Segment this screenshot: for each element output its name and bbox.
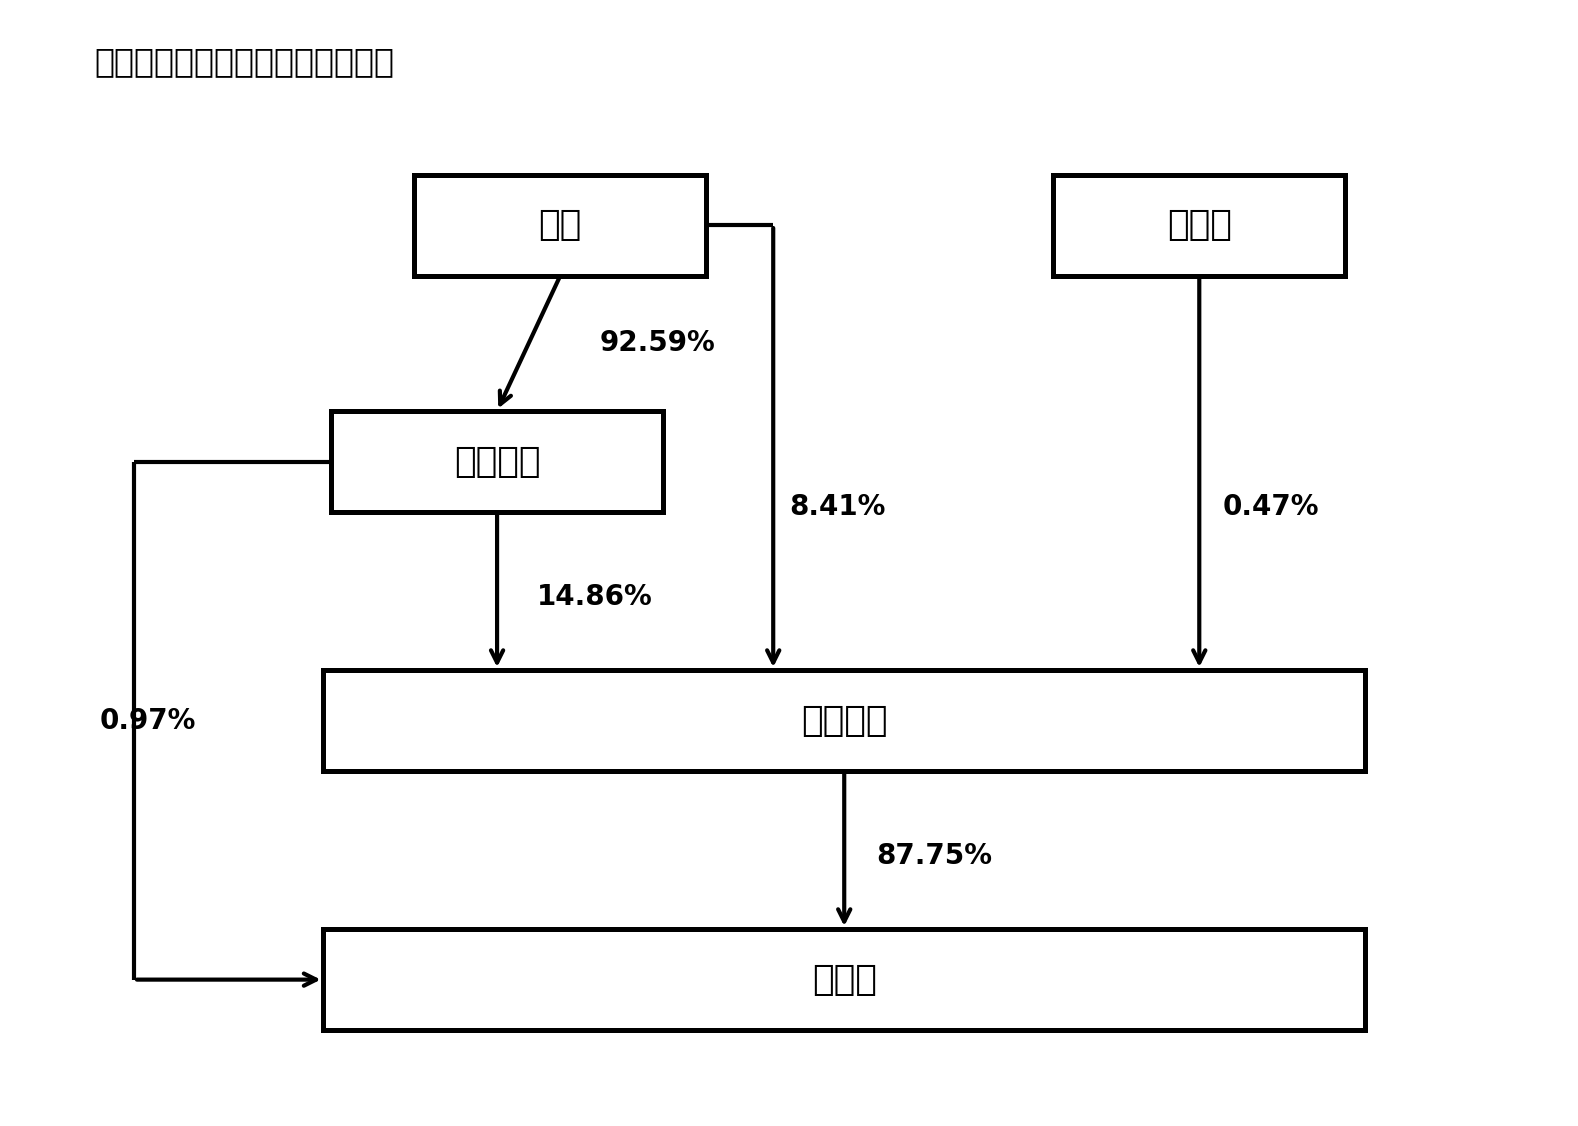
Text: 歌尔微的股权控制关系情况如下：: 歌尔微的股权控制关系情况如下： — [95, 45, 394, 78]
Text: 0.47%: 0.47% — [1223, 493, 1319, 520]
Text: 0.97%: 0.97% — [99, 707, 196, 734]
Text: 14.86%: 14.86% — [537, 583, 652, 610]
Text: 歌尔集团: 歌尔集团 — [454, 445, 540, 479]
Text: 歌尔股份: 歌尔股份 — [802, 704, 887, 738]
Text: 92.59%: 92.59% — [600, 330, 715, 357]
Text: 87.75%: 87.75% — [876, 842, 993, 869]
Bar — [1054, 175, 1344, 276]
Bar — [331, 411, 663, 512]
Text: 姜滨: 姜滨 — [538, 208, 582, 242]
Bar — [413, 175, 705, 276]
Text: 8.41%: 8.41% — [789, 493, 885, 520]
Text: 歌尔微: 歌尔微 — [811, 963, 877, 997]
Bar — [323, 670, 1365, 771]
Bar — [323, 929, 1365, 1030]
Text: 胡双美: 胡双美 — [1166, 208, 1232, 242]
